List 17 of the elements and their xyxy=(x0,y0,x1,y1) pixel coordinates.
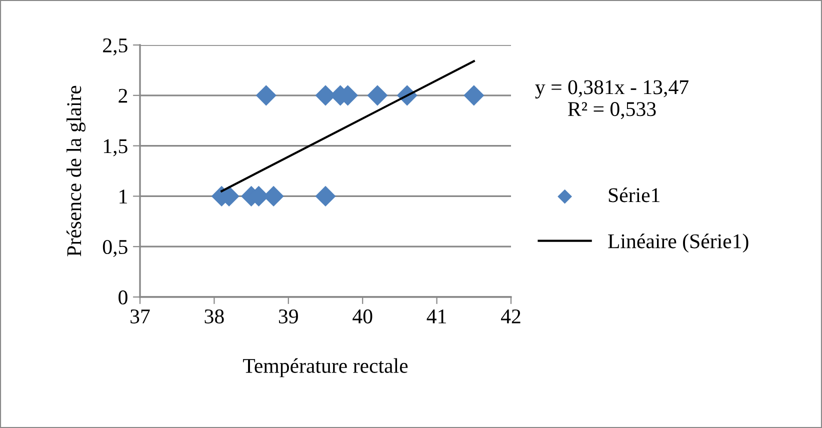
x-tick-label: 37 xyxy=(130,309,150,324)
x-tick-label: 39 xyxy=(278,309,298,324)
y-tick-label: 1 xyxy=(120,190,127,204)
x-tick-label: 42 xyxy=(500,309,520,324)
y-tick-label: 0,5 xyxy=(102,240,128,258)
text: y = 0,381x - 13,47 R² = 0,533 xyxy=(535,80,688,120)
legend-label: Série1 xyxy=(608,188,660,202)
y-tick-label: 0 xyxy=(118,290,128,304)
x-tick-label: 40 xyxy=(352,309,372,324)
x-tick-label: 41 xyxy=(426,310,446,324)
x-axis-title: Température rectale xyxy=(243,358,408,378)
legend-label: Linéaire (Série1) xyxy=(608,234,748,253)
y-tick-label: 1,5 xyxy=(104,139,128,156)
y-tick-label: 2 xyxy=(118,88,128,103)
x-tick-label: 38 xyxy=(204,309,224,324)
y-axis-title: Présence de la glaire xyxy=(66,86,86,256)
y-tick-label: 2,5 xyxy=(103,38,128,56)
